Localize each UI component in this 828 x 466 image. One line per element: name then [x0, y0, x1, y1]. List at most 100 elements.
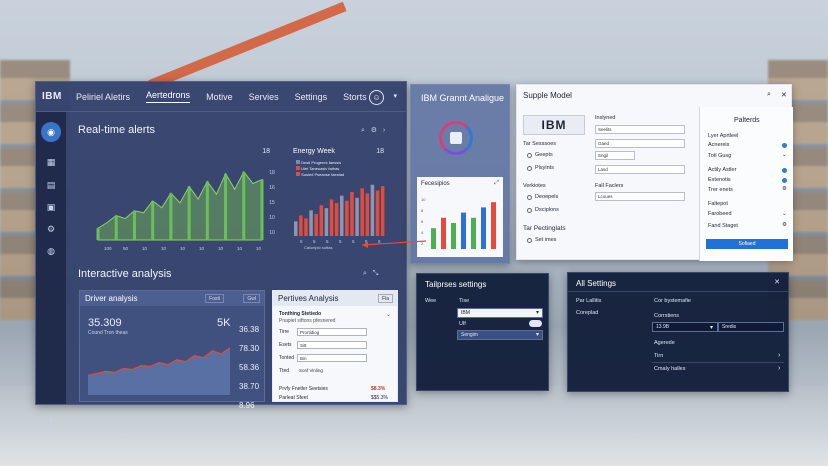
chart1-bar — [96, 228, 100, 240]
radio-dsciplons[interactable] — [527, 208, 532, 213]
chevron-down-icon[interactable]: ▾ — [710, 325, 714, 331]
chevron-right-icon[interactable]: › — [382, 127, 386, 134]
nav-item-3[interactable]: Servies — [248, 91, 279, 102]
chart1-area — [97, 170, 263, 241]
palterds-subpanel: Palterds Lyer Aprtleel Acnereis Totl Gus… — [699, 107, 793, 261]
perf-header: Pertives Analysis Fla — [273, 291, 397, 306]
chart2-legend: Desti Progeres faessis Ulet Taneuasiv fa… — [296, 160, 344, 178]
palterds-title: Palterds — [734, 117, 760, 124]
field-gaed[interactable]: Gaed — [595, 139, 685, 148]
nav-item-2[interactable]: Motive — [206, 91, 233, 102]
nav-item-0[interactable]: Peliriel Aletirs — [76, 91, 131, 102]
palterds-item-4: Extenotis — [708, 177, 731, 183]
expand-icon[interactable]: ⤢ — [494, 180, 499, 186]
chart2-bar — [324, 208, 329, 236]
field-sngil[interactable]: Sngil — [595, 151, 635, 160]
chart1-ytick: 10 — [269, 230, 275, 236]
folder-icon[interactable]: ▣ — [46, 202, 56, 212]
radio-deoepels[interactable] — [527, 195, 532, 200]
allset-item-1[interactable]: Tirn — [654, 353, 664, 359]
nav-item-4[interactable]: Settings — [294, 91, 328, 102]
allset-left-1[interactable]: Coreplad — [576, 310, 599, 316]
chart1-xtick: 10 — [161, 246, 167, 251]
chevron-down-icon[interactable]: ▾ — [536, 310, 540, 316]
driver-right-values: 36.38 78.30 58.36 38.70 8.96 — [239, 320, 259, 415]
chart2-bar — [294, 221, 298, 236]
tailp-field-ibm[interactable]: IBM — [457, 308, 543, 318]
driver-analysis-card: Driver analysis Fosti Gwl 35.309 Cound T… — [79, 290, 265, 402]
allset-item-0[interactable]: Agerede — [654, 340, 675, 346]
chevron-down-icon[interactable]: ▾ — [393, 93, 397, 100]
realtime-chart-1: 18 18 16 15 10 10 100 50 10 10 10 10 10 10 10 — [76, 144, 282, 254]
search-icon[interactable]: ⌕ — [767, 91, 771, 98]
nav-item-5[interactable]: Storts — [343, 91, 367, 102]
legend-item-1: Ulet Taneuasiv fathas — [296, 166, 344, 172]
chevron-down-icon[interactable]: ▾ — [536, 332, 540, 338]
radio-geepts[interactable] — [527, 153, 532, 158]
chart1-svg: 18 16 15 10 10 100 50 10 10 10 10 10 10 10 — [96, 170, 275, 251]
status-dot — [782, 143, 787, 148]
settings-icon[interactable]: ⚙ — [370, 127, 378, 134]
home-icon[interactable]: ◉ — [41, 122, 61, 142]
label-tar-pectinglats: Tar Pectinglats — [523, 225, 566, 232]
perf-row-2-field[interactable]: Bin — [297, 354, 367, 362]
field-seelits[interactable]: Seelits — [595, 125, 685, 134]
chart2-bar — [340, 195, 344, 236]
top-nav-bar: IBM Peliriel Aletirs Aertedrons Motive S… — [36, 82, 406, 112]
chart1-xtick: 10 — [237, 246, 243, 251]
all-settings-panel: All Settings ✕ Par Lallitis Coreplad Cor… — [567, 272, 789, 392]
driver-subtitle: Cound Tron theas — [88, 330, 128, 336]
perf-collapse-icon[interactable]: ⌄ — [385, 312, 391, 318]
close-icon[interactable]: ✕ — [781, 92, 787, 99]
palterds-item-0: Lyer Aprtleel — [708, 133, 739, 139]
search-icon[interactable]: ⌕ — [363, 270, 367, 277]
chart1-bar — [260, 179, 264, 240]
settings-icon[interactable]: ⚙ — [782, 186, 787, 192]
chart2-value: 18 — [376, 148, 384, 155]
driver-btn-2[interactable]: Gwl — [243, 294, 260, 303]
tailp-field-sengim[interactable]: Sengim — [457, 330, 543, 340]
chevron-down-icon[interactable]: ⌄ — [782, 211, 787, 217]
driver-area — [88, 347, 230, 395]
save-button[interactable]: Sofiaed — [706, 239, 788, 249]
forecast-ytick: 10 — [421, 197, 426, 202]
perf-btn[interactable]: Fla — [378, 294, 393, 303]
forecast-bar-chart: 10 8 6 4 2 — [421, 197, 496, 249]
resize-icon[interactable]: ⤡ — [372, 270, 379, 277]
perf-row-0-field[interactable]: Prortidiog — [297, 328, 367, 336]
label-deoepels: Deoepels — [535, 194, 559, 200]
chart2-bar — [314, 214, 318, 236]
perf-footer2-label: Parleat Sfeet — [279, 395, 308, 401]
chart2-xtick: 5 — [313, 239, 316, 244]
user-avatar-icon[interactable]: ☺ — [369, 90, 384, 105]
allset-left-0[interactable]: Par Lallitis — [576, 298, 602, 304]
field-lcoues[interactable]: Lcoues — [595, 192, 685, 201]
forecast-bar — [471, 217, 476, 249]
forecast-bar — [481, 207, 486, 249]
settings-icon[interactable]: ⚙ — [46, 224, 56, 234]
perf-row-3-field: Sonf Vinling — [299, 368, 323, 373]
allset-right-field[interactable]: Sredis — [718, 322, 784, 332]
tailp-row-label: Wee — [425, 298, 437, 304]
realtime-chart-2: Energy Week 18 Desti Progeres faessis Ul… — [290, 144, 390, 254]
radio-plsyints[interactable] — [527, 166, 532, 171]
collapse-left-icon[interactable]: ‹ — [49, 414, 53, 425]
allset-value-field[interactable]: 13.9B — [652, 322, 718, 332]
search-icon[interactable]: ⌕ — [361, 127, 365, 134]
toggle-switch[interactable] — [529, 320, 542, 327]
chevron-down-icon[interactable]: ⌄ — [782, 152, 787, 158]
nav-item-1[interactable]: Aertedrons — [146, 90, 191, 103]
chart1-bar — [205, 181, 209, 240]
chevron-right-icon[interactable]: › — [778, 365, 781, 372]
settings-icon[interactable]: ⚙ — [782, 222, 787, 228]
field-lasd[interactable]: Lasd — [595, 165, 685, 174]
globe-icon[interactable]: ◍ — [47, 246, 55, 256]
radio-set-imes[interactable] — [527, 238, 532, 243]
allset-item-2[interactable]: Cmaly halles — [654, 366, 686, 372]
driver-btn-1[interactable]: Fosti — [205, 294, 224, 303]
close-icon[interactable]: ✕ — [774, 279, 780, 286]
perf-row-1-field[interactable]: Sitt — [297, 341, 367, 349]
chart-icon[interactable]: ▤ — [46, 180, 56, 190]
grid-icon[interactable]: ▦ — [46, 157, 56, 167]
chevron-right-icon[interactable]: › — [778, 352, 781, 359]
